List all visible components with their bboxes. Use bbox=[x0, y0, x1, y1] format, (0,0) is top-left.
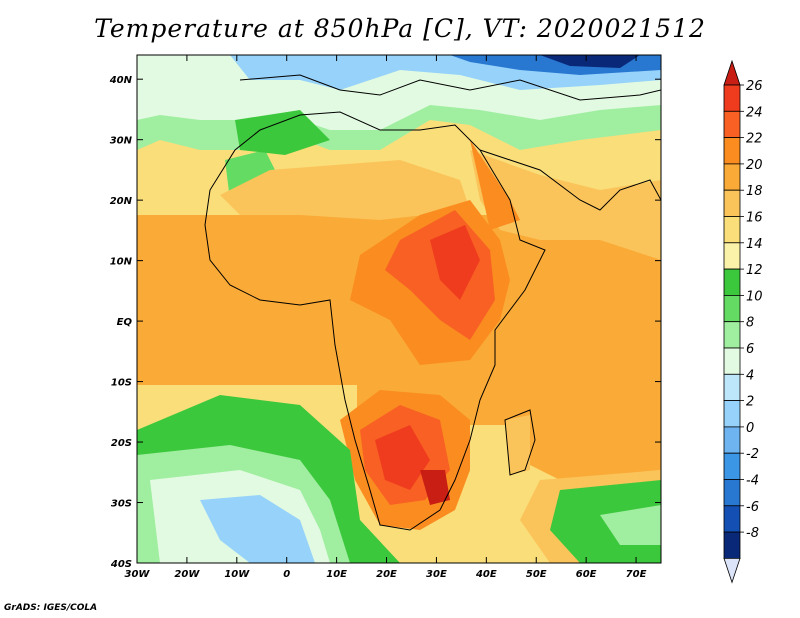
field-south-atlantic-colder bbox=[200, 495, 315, 563]
lon-tick-label: 30W bbox=[125, 569, 151, 580]
colorbar-swatch bbox=[723, 216, 741, 244]
latitude-axis: 40N 30N 20N 10N EQ 10S 20S 30S 40S bbox=[109, 75, 661, 570]
colorbar-swatch bbox=[723, 505, 741, 533]
colorbar-label: 0 bbox=[746, 421, 754, 436]
map-title: Temperature at 850hPa [C], VT: 202002151… bbox=[94, 14, 706, 43]
colorbar-label: -2 bbox=[746, 447, 759, 462]
longitude-axis: 30W 20W 10W 0 10E 20E 30E 40E 50E 60E 70E bbox=[125, 55, 647, 580]
colorbar-label: 18 bbox=[746, 184, 763, 199]
colorbar-label: 26 bbox=[746, 79, 763, 94]
lat-tick-label: 40S bbox=[110, 559, 132, 570]
lon-tick-label: 50E bbox=[526, 569, 547, 580]
colorbar-swatch bbox=[723, 452, 741, 480]
lon-tick-label: 60E bbox=[576, 569, 597, 580]
colorbar-swatch bbox=[723, 400, 741, 428]
colorbar-label: 24 bbox=[746, 105, 763, 120]
field-red-sea-warm bbox=[470, 140, 520, 230]
colorbar-swatch bbox=[723, 189, 741, 217]
lat-tick-label: 10S bbox=[111, 378, 132, 389]
colorbar-label: 20 bbox=[746, 158, 763, 173]
lon-tick-label: 70E bbox=[626, 569, 647, 580]
colorbar-swatch bbox=[723, 137, 741, 165]
field-atlas-cool bbox=[235, 110, 330, 155]
lat-tick-label: 40N bbox=[109, 75, 133, 86]
colorbar-swatch bbox=[723, 531, 741, 559]
map-frame bbox=[136, 54, 662, 564]
lat-tick-label: 20N bbox=[110, 196, 133, 207]
credit-text: GrADS: IGES/COLA bbox=[4, 603, 98, 613]
colorbar-label: -4 bbox=[746, 474, 759, 489]
colorbar-label: 4 bbox=[746, 368, 754, 383]
lon-tick-label: 30E bbox=[426, 569, 447, 580]
field-indian-ocean bbox=[500, 280, 661, 480]
arabia-coastline bbox=[479, 149, 661, 211]
colorbar-swatch bbox=[723, 84, 741, 112]
colorbar-swatch bbox=[723, 294, 741, 323]
field-kalahari-hottest bbox=[420, 470, 450, 505]
lon-tick-label: 0 bbox=[283, 569, 290, 580]
colorbar-swatch bbox=[723, 426, 741, 454]
colorbar-label: 12 bbox=[746, 263, 763, 278]
madagascar-coastline bbox=[504, 409, 536, 476]
colorbar-label: 10 bbox=[746, 289, 763, 304]
europe-coastline bbox=[239, 74, 661, 101]
lon-tick-label: 10E bbox=[326, 569, 347, 580]
field-east-africa-hottest bbox=[430, 225, 480, 300]
colorbar-label: 2 bbox=[746, 395, 754, 410]
colorbar-top-triangle bbox=[723, 59, 741, 86]
colorbar-bottom-triangle bbox=[723, 558, 741, 584]
colorbar-swatch bbox=[723, 479, 741, 507]
colorbar-label: -8 bbox=[746, 526, 759, 541]
lon-tick-label: 20W bbox=[174, 569, 200, 580]
africa-coastline bbox=[204, 111, 546, 531]
colorbar-swatch bbox=[723, 321, 741, 349]
colorbar-label: 6 bbox=[746, 342, 754, 357]
field-kalahari-hot bbox=[375, 425, 430, 490]
lon-tick-label: 40E bbox=[475, 569, 497, 580]
lat-tick-label: 30N bbox=[110, 136, 133, 147]
colorbar-swatch bbox=[723, 163, 741, 191]
field-north-coldest bbox=[540, 55, 640, 68]
lat-tick-label: EQ bbox=[117, 317, 133, 328]
temperature-field bbox=[137, 55, 661, 563]
colorbar-swatch bbox=[723, 268, 741, 296]
colorbar-label: 22 bbox=[746, 132, 763, 147]
colorbar-label: -6 bbox=[746, 500, 759, 515]
lat-tick-label: 30S bbox=[111, 499, 132, 510]
lon-tick-label: 10W bbox=[224, 569, 250, 580]
colorbar-swatch bbox=[723, 347, 741, 375]
colorbar-label: 16 bbox=[746, 211, 763, 226]
field-madagascar bbox=[505, 415, 530, 475]
lat-tick-label: 10N bbox=[110, 257, 133, 268]
colorbar-label: 8 bbox=[746, 316, 754, 331]
colorbar-label: 14 bbox=[746, 237, 763, 252]
lat-tick-label: 20S bbox=[111, 438, 132, 449]
field-sahara bbox=[220, 160, 470, 220]
colorbar-swatch bbox=[723, 110, 741, 139]
field-south-indian-cooler bbox=[600, 505, 661, 545]
colorbar-swatch bbox=[723, 242, 741, 270]
colorbar-swatch bbox=[723, 373, 741, 401]
lon-tick-label: 20E bbox=[376, 569, 397, 580]
